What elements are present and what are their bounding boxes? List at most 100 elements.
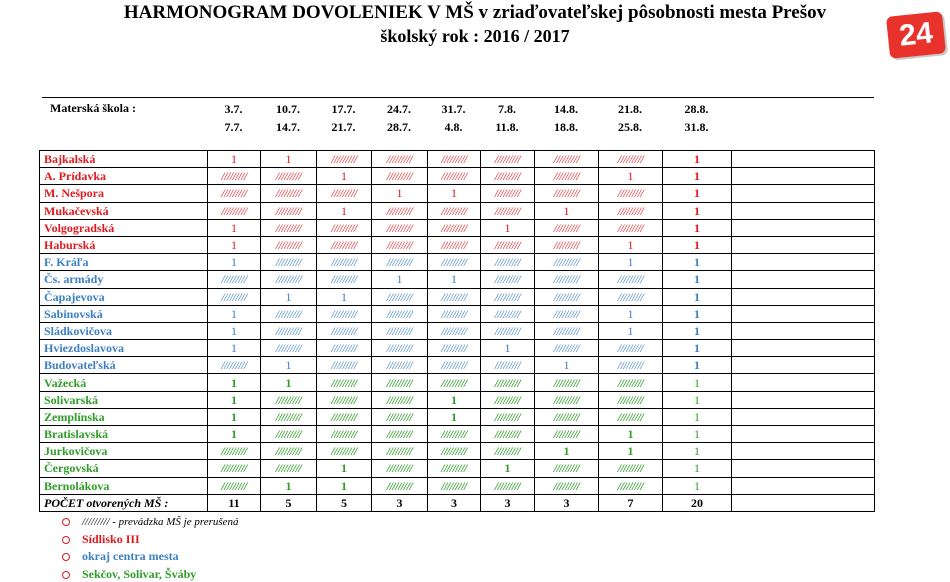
total-value: 3 bbox=[480, 493, 535, 512]
status-closed: ///////// bbox=[260, 321, 317, 341]
table-row: Bajkalská 1 1/////////////////////////////… bbox=[39, 149, 875, 169]
status-closed: ///////// bbox=[480, 390, 535, 409]
status-open: 1 bbox=[316, 167, 372, 186]
table-row: Solivarská 1///////////////////////////1/… bbox=[39, 390, 875, 409]
status-open: 1 bbox=[598, 442, 663, 461]
table-row: Jurkovičova/////////////////////////////… bbox=[39, 442, 875, 461]
status-closed: ///////// bbox=[480, 321, 535, 341]
status-open: 1 bbox=[207, 321, 261, 341]
status-open: 1 bbox=[207, 390, 261, 409]
empty-cell bbox=[731, 149, 875, 169]
circle-bullet-icon bbox=[62, 518, 70, 527]
status-closed: ///////// bbox=[207, 184, 261, 203]
legend-item: Sídlisko III bbox=[62, 532, 140, 547]
status-closed: ///////// bbox=[427, 235, 481, 255]
status-closed: ///////// bbox=[371, 201, 428, 220]
table-row: Bratislavská 1///////////////////////////… bbox=[39, 424, 875, 444]
header-label-school: Materská škola : bbox=[50, 101, 136, 115]
status-open: 1 bbox=[427, 407, 481, 427]
status-open: 1 bbox=[534, 201, 599, 220]
status-closed: ///////// bbox=[598, 390, 663, 409]
status-closed: ///////// bbox=[480, 184, 535, 203]
status-closed: ///////// bbox=[316, 149, 372, 169]
logo-24-icon: 24 bbox=[885, 11, 947, 59]
status-closed: ///////// bbox=[534, 339, 599, 358]
legend-text: Sídlisko III bbox=[82, 531, 140, 546]
status-closed: ///////// bbox=[598, 184, 663, 203]
week-start-date: 28.8. bbox=[684, 102, 709, 116]
empty-cell bbox=[731, 167, 875, 186]
status-closed: ///////// bbox=[260, 459, 317, 478]
school-name: Bajkalská bbox=[39, 149, 208, 169]
status-closed: ///////// bbox=[534, 390, 599, 409]
status-open: 1 bbox=[316, 459, 372, 478]
empty-cell bbox=[731, 390, 875, 409]
week-start-date: 17.7. bbox=[331, 102, 356, 116]
status-closed: ///////// bbox=[371, 476, 428, 495]
week-start-date: 24.7. bbox=[387, 102, 411, 116]
status-closed: ///////// bbox=[427, 253, 481, 272]
table-row: Haburská 1///////////////////////////////… bbox=[39, 235, 875, 255]
empty-cell bbox=[731, 459, 875, 478]
status-open: 1 bbox=[662, 304, 732, 323]
status-closed: ///////// bbox=[316, 321, 372, 341]
week-end-date: 7.7. bbox=[224, 120, 243, 134]
status-closed: ///////// bbox=[427, 321, 481, 341]
status-closed: ///////// bbox=[260, 442, 317, 461]
week-end-date: 11.8. bbox=[495, 120, 519, 134]
status-closed: ///////// bbox=[598, 287, 663, 306]
empty-cell bbox=[731, 493, 875, 512]
status-closed: ///////// bbox=[316, 339, 372, 358]
school-name: Važecká bbox=[39, 373, 208, 392]
status-open: 1 bbox=[662, 167, 732, 186]
status-closed: ///////// bbox=[316, 218, 372, 237]
status-closed: ///////// bbox=[316, 235, 372, 255]
status-closed: ///////// bbox=[371, 459, 428, 478]
table-row: Volgogradská 1///////////////////////////… bbox=[39, 218, 875, 237]
status-open: 1 bbox=[316, 287, 372, 306]
status-closed: ///////// bbox=[316, 407, 372, 427]
status-open: 1 bbox=[207, 235, 261, 255]
legend-text: Sekčov, Solivar, Šváby bbox=[82, 566, 197, 581]
status-closed: ///////// bbox=[598, 149, 663, 169]
table-row: Sabinovská 1/////////////////////////////… bbox=[39, 304, 875, 323]
empty-cell bbox=[731, 304, 875, 323]
table-row: Važecká 1 1///////////////////////////////… bbox=[39, 373, 875, 392]
status-closed: ///////// bbox=[598, 201, 663, 220]
status-open: 1 bbox=[598, 321, 663, 341]
status-closed: ///////// bbox=[427, 442, 481, 461]
legend-item: ///////// - prevádzka MŠ je prerušená bbox=[62, 514, 239, 529]
empty-cell bbox=[731, 339, 875, 358]
status-open: 1 bbox=[598, 304, 663, 323]
status-closed: ///////// bbox=[371, 407, 428, 427]
status-open: 1 bbox=[662, 442, 732, 461]
status-closed: ///////// bbox=[427, 356, 481, 375]
school-name: Haburská bbox=[39, 235, 208, 255]
status-open: 1 bbox=[371, 184, 428, 203]
status-open: 1 bbox=[662, 459, 732, 478]
status-closed: ///////// bbox=[260, 339, 317, 358]
status-closed: ///////// bbox=[371, 424, 428, 444]
status-closed: ///////// bbox=[534, 167, 599, 186]
status-closed: ///////// bbox=[480, 304, 535, 323]
week-end-date: 4.8. bbox=[444, 120, 463, 134]
empty-cell bbox=[731, 235, 875, 255]
status-open: 1 bbox=[207, 149, 261, 169]
week-end-date: 25.8. bbox=[618, 120, 642, 134]
status-open: 1 bbox=[662, 149, 732, 169]
status-open: 1 bbox=[662, 476, 732, 495]
status-closed: ///////// bbox=[371, 287, 428, 306]
status-closed: ///////// bbox=[427, 167, 481, 186]
legend-item: Sekčov, Solivar, Šváby bbox=[62, 567, 196, 582]
totals-label: POČET otvorených MŠ : bbox=[39, 493, 208, 512]
week-start-date: 21.8. bbox=[618, 102, 642, 116]
status-closed: ///////// bbox=[260, 184, 317, 203]
status-closed: ///////// bbox=[598, 356, 663, 375]
table-row: Čs. armády///////////////////////////1 1/… bbox=[39, 270, 875, 289]
status-closed: ///////// bbox=[598, 373, 663, 392]
status-closed: ///////// bbox=[207, 270, 261, 289]
status-closed: ///////// bbox=[207, 476, 261, 495]
status-closed: ///////// bbox=[598, 270, 663, 289]
week-header: 24.7. 28.7. bbox=[373, 100, 425, 136]
school-name: Hviezdoslavova bbox=[39, 339, 208, 358]
